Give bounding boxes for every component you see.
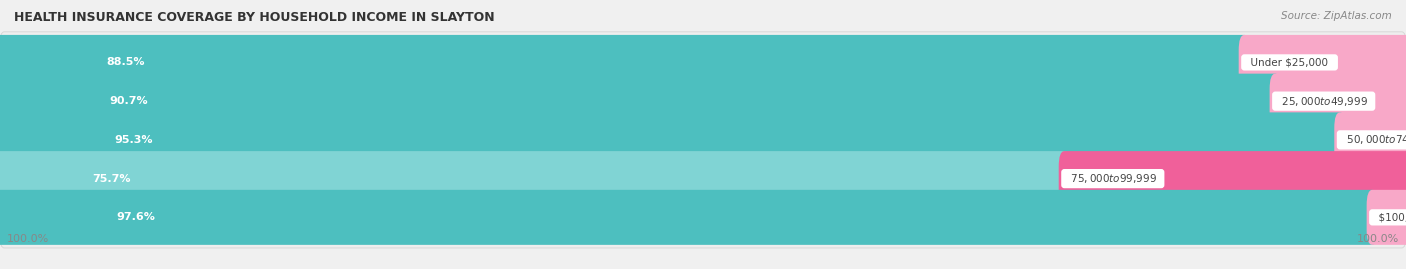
FancyBboxPatch shape: [1059, 151, 1406, 206]
Text: 75.7%: 75.7%: [93, 174, 131, 184]
FancyBboxPatch shape: [0, 151, 1070, 206]
FancyBboxPatch shape: [0, 70, 1406, 132]
FancyBboxPatch shape: [1334, 112, 1406, 167]
Text: Under $25,000: Under $25,000: [1244, 57, 1334, 68]
FancyBboxPatch shape: [0, 35, 1250, 90]
Text: $50,000 to $74,999: $50,000 to $74,999: [1340, 133, 1406, 146]
FancyBboxPatch shape: [1367, 190, 1406, 245]
Text: HEALTH INSURANCE COVERAGE BY HOUSEHOLD INCOME IN SLAYTON: HEALTH INSURANCE COVERAGE BY HOUSEHOLD I…: [14, 11, 495, 24]
Text: 88.5%: 88.5%: [107, 57, 145, 68]
FancyBboxPatch shape: [1239, 35, 1406, 90]
FancyBboxPatch shape: [1270, 74, 1406, 129]
Text: Source: ZipAtlas.com: Source: ZipAtlas.com: [1281, 11, 1392, 21]
FancyBboxPatch shape: [0, 112, 1346, 167]
Text: $75,000 to $99,999: $75,000 to $99,999: [1064, 172, 1161, 185]
Text: 90.7%: 90.7%: [110, 96, 148, 106]
Text: $25,000 to $49,999: $25,000 to $49,999: [1275, 95, 1372, 108]
Text: 100.0%: 100.0%: [7, 234, 49, 244]
Text: 95.3%: 95.3%: [114, 135, 153, 145]
FancyBboxPatch shape: [0, 109, 1406, 171]
FancyBboxPatch shape: [0, 74, 1281, 129]
Text: $100,000 and over: $100,000 and over: [1372, 212, 1406, 222]
FancyBboxPatch shape: [0, 148, 1406, 209]
FancyBboxPatch shape: [0, 187, 1406, 248]
Text: 100.0%: 100.0%: [1357, 234, 1399, 244]
Text: 97.6%: 97.6%: [117, 212, 156, 222]
FancyBboxPatch shape: [0, 32, 1406, 93]
FancyBboxPatch shape: [0, 190, 1378, 245]
